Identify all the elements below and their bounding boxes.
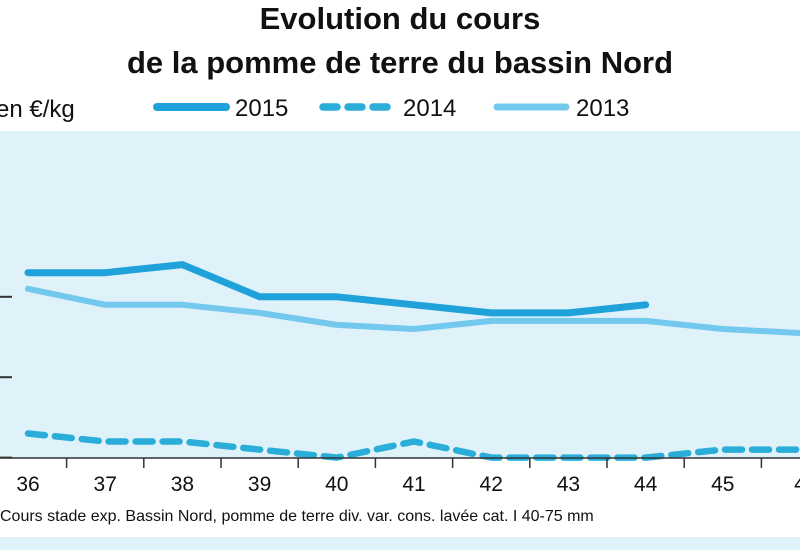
series-line-2013 [25,285,800,336]
legend: 2015 2014 2013 [153,95,629,122]
x-axis-ticks: 36 37 38 39 40 41 42 43 44 45 4 [16,458,800,496]
x-tick-label: 44 [634,473,658,496]
legend-label-2013: 2013 [576,95,629,122]
y-axis-unit-label: en €/kg [0,96,75,123]
x-tick-label: 38 [171,473,194,496]
legend-label-2014: 2014 [403,95,456,122]
x-tick-label: 36 [16,473,39,496]
x-tick-label: 4 [794,473,800,496]
x-tick-label: 43 [557,473,580,496]
x-tick-label: 40 [325,473,348,496]
x-tick-label: 39 [248,473,271,496]
series-line-2015 [24,261,650,317]
chart-title-line-2: de la pomme de terre du bassin Nord [126,45,674,80]
x-tick-label: 41 [402,473,425,496]
plot-area [0,131,800,458]
legend-label-2015: 2015 [235,95,288,122]
series-layer [24,261,800,461]
chart-title-line-1: Evolution du cours [259,1,541,36]
x-tick-label: 37 [94,473,117,496]
series-line-2014 [24,430,800,461]
footer-band [0,537,800,550]
source-note: Cours stade exp. Bassin Nord, pomme de t… [0,508,594,525]
x-tick-label: 45 [711,473,734,496]
x-tick-label: 42 [480,473,503,496]
